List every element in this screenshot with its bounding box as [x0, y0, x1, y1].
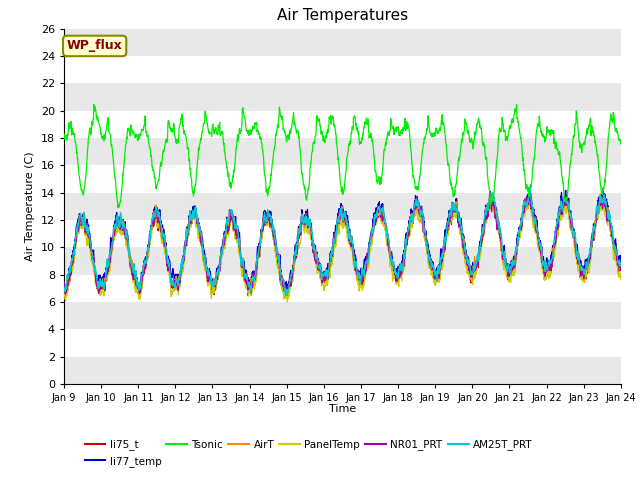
Bar — [64, 329, 621, 357]
Bar — [64, 84, 621, 111]
Text: WP_flux: WP_flux — [67, 39, 122, 52]
Bar — [64, 357, 621, 384]
Bar — [64, 247, 621, 275]
Legend: li75_t, li77_temp, Tsonic, AirT, PanelTemp, NR01_PRT, AM25T_PRT: li75_t, li77_temp, Tsonic, AirT, PanelTe… — [81, 435, 536, 471]
Title: Air Temperatures: Air Temperatures — [277, 9, 408, 24]
Y-axis label: Air Temperature (C): Air Temperature (C) — [25, 152, 35, 261]
Bar — [64, 166, 621, 193]
Bar — [64, 193, 621, 220]
Bar — [64, 220, 621, 247]
Bar — [64, 138, 621, 166]
Bar — [64, 302, 621, 329]
Bar — [64, 29, 621, 56]
Bar — [64, 275, 621, 302]
Bar — [64, 111, 621, 138]
X-axis label: Time: Time — [329, 405, 356, 414]
Bar — [64, 56, 621, 84]
